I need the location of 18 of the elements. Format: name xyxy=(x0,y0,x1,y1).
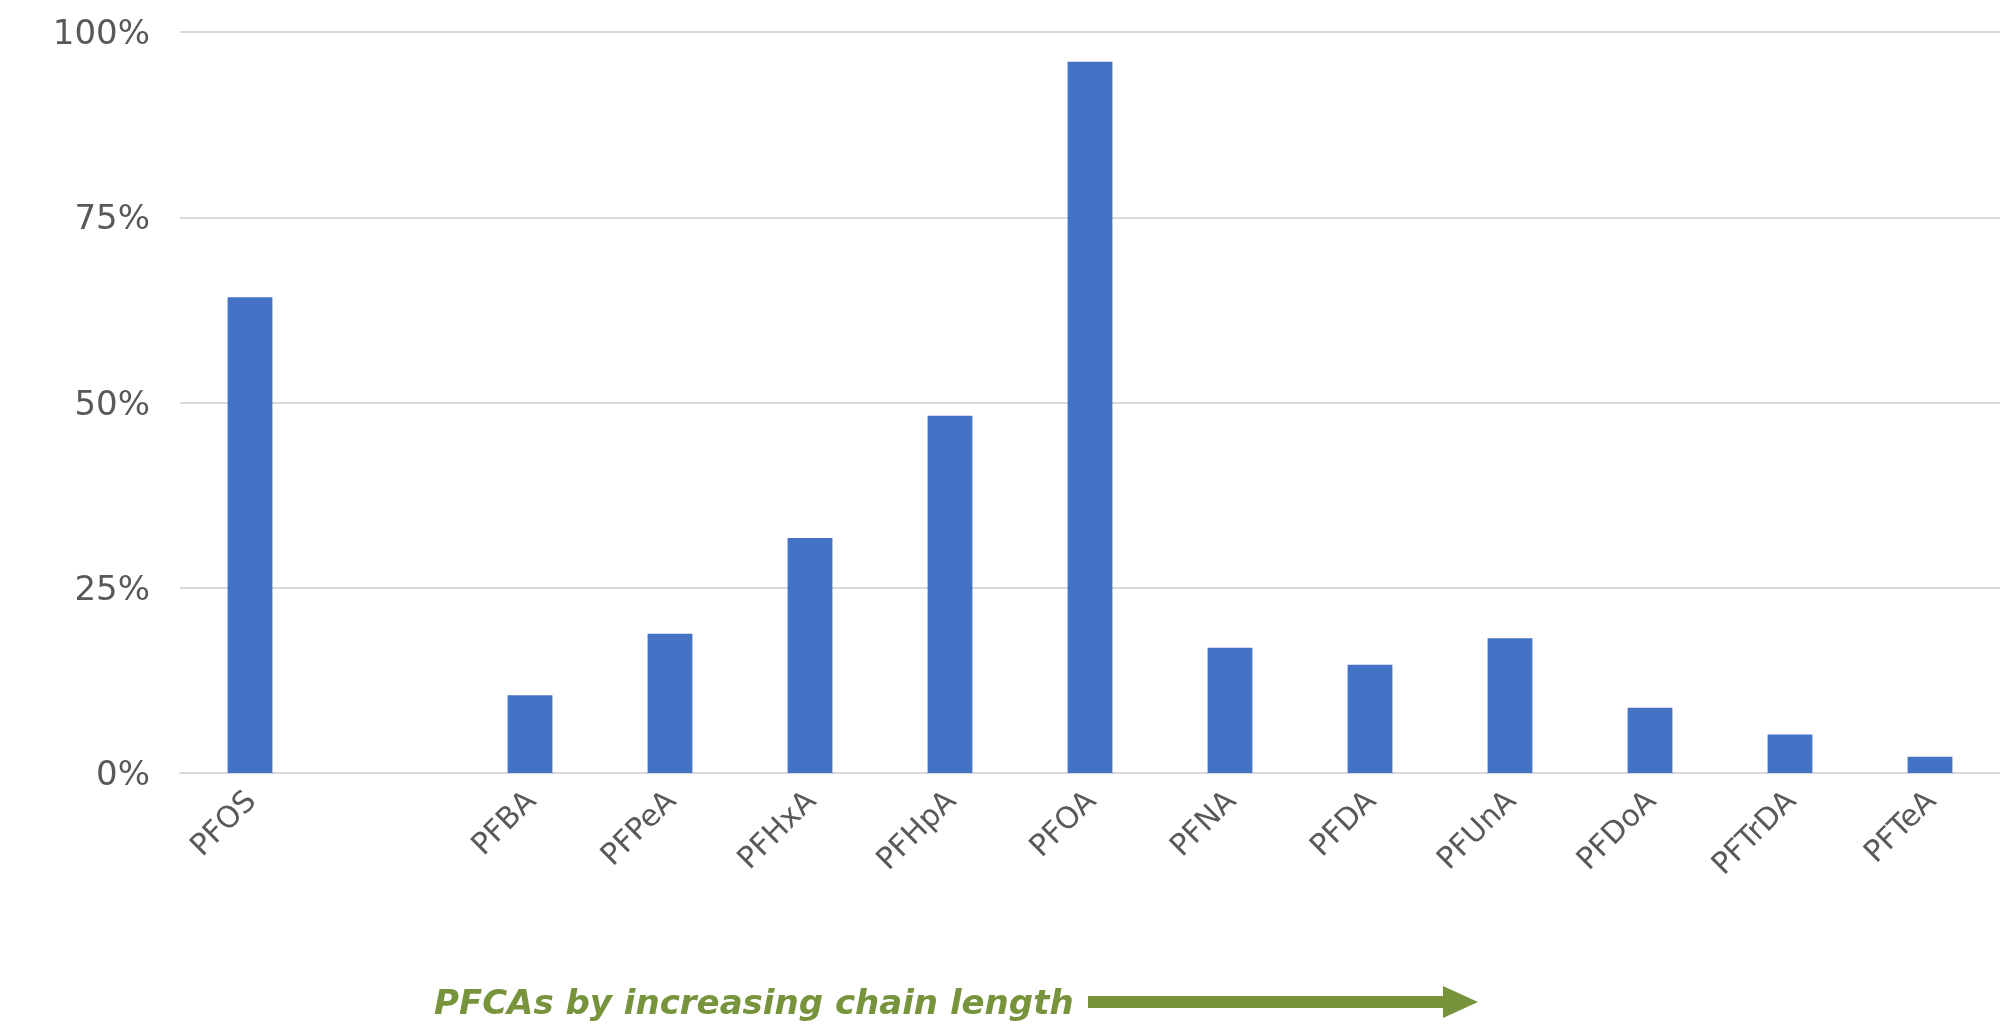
bar xyxy=(1207,647,1253,773)
bar xyxy=(647,633,693,773)
bar xyxy=(1067,61,1113,773)
y-tick-label: 25% xyxy=(74,567,150,608)
bar xyxy=(1487,638,1533,773)
bar xyxy=(787,538,833,773)
bar xyxy=(927,415,973,773)
bar xyxy=(227,297,273,773)
y-tick-label: 100% xyxy=(52,12,150,52)
bar xyxy=(1907,756,1953,773)
bar xyxy=(507,695,553,773)
text: PFCAs by increasing chain length xyxy=(434,982,1074,1022)
y-tick-label: 0% xyxy=(96,753,150,793)
y-tick-label: 75% xyxy=(74,197,150,238)
bar xyxy=(1767,734,1813,773)
bar xyxy=(1627,707,1673,773)
y-tick-label: 50% xyxy=(74,382,150,423)
bar xyxy=(1347,664,1393,773)
